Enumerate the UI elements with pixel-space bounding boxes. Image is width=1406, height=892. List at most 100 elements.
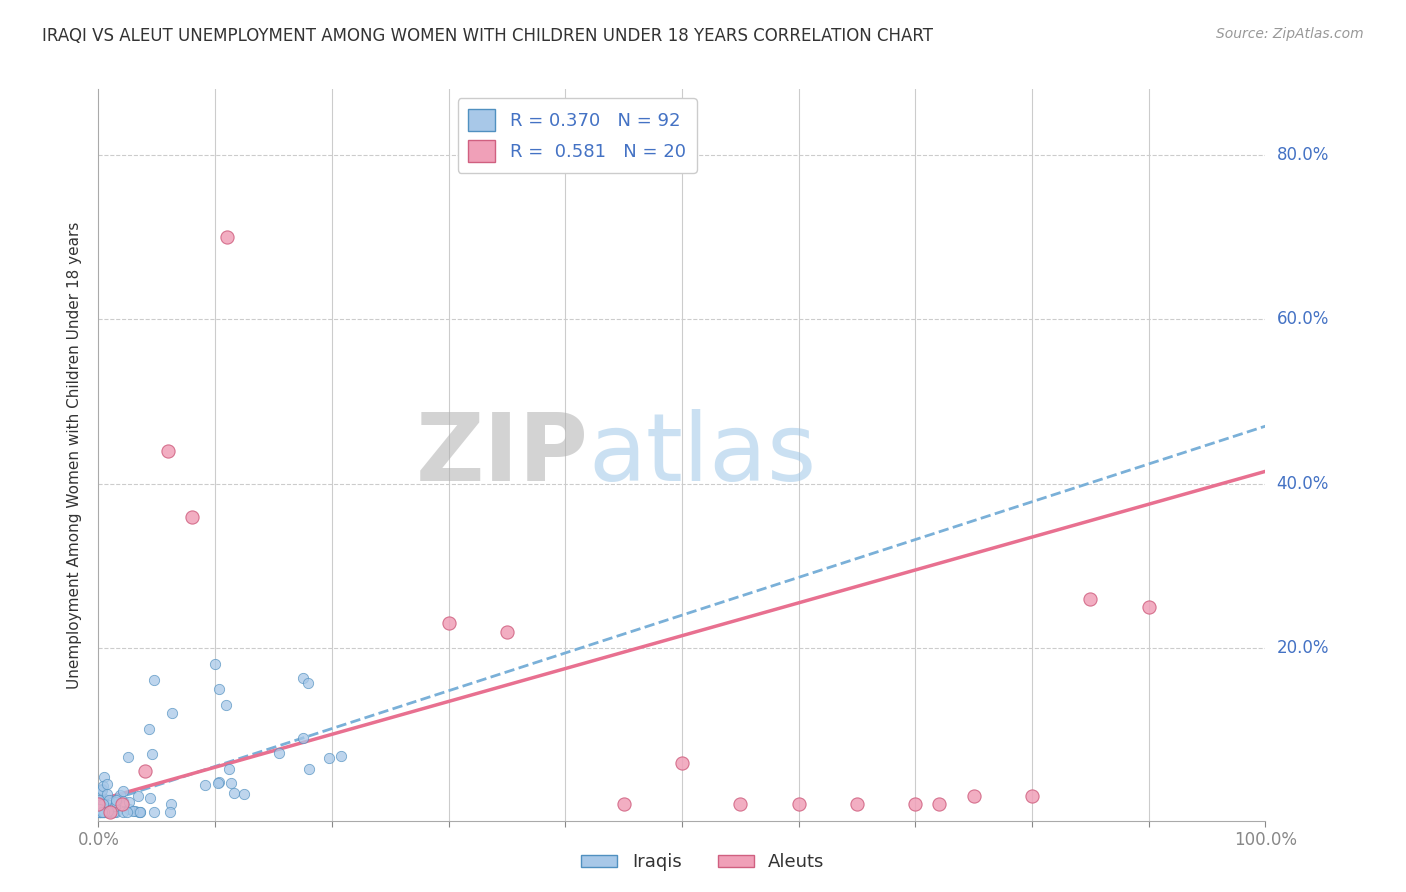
Point — [89, 805, 111, 820]
Point — [87, 805, 110, 820]
Point — [89, 805, 111, 820]
Text: 60.0%: 60.0% — [1277, 310, 1329, 328]
Point — [194, 778, 217, 792]
Point — [91, 805, 114, 820]
Point — [101, 801, 124, 815]
Point — [129, 805, 152, 820]
Point — [143, 805, 166, 820]
Text: 80.0%: 80.0% — [1277, 146, 1329, 164]
Point — [108, 788, 131, 802]
Point — [141, 747, 163, 761]
Point — [962, 789, 984, 803]
Point — [291, 671, 314, 685]
Point — [138, 723, 160, 737]
Point — [115, 805, 138, 820]
Point — [87, 792, 110, 806]
Point — [89, 805, 111, 820]
Point — [98, 805, 121, 820]
Point — [928, 797, 950, 812]
Point — [90, 805, 112, 820]
Point — [318, 751, 340, 765]
Point — [90, 802, 112, 816]
Point — [208, 775, 231, 789]
Point — [904, 797, 927, 812]
Point — [215, 230, 238, 244]
Point — [787, 797, 810, 812]
Point — [90, 799, 112, 814]
Point — [1080, 591, 1102, 606]
Legend: R = 0.370   N = 92, R =  0.581   N = 20: R = 0.370 N = 92, R = 0.581 N = 20 — [457, 98, 697, 173]
Text: IRAQI VS ALEUT UNEMPLOYMENT AMONG WOMEN WITH CHILDREN UNDER 18 YEARS CORRELATION: IRAQI VS ALEUT UNEMPLOYMENT AMONG WOMEN … — [42, 27, 934, 45]
Point — [103, 805, 125, 820]
Point — [91, 797, 114, 811]
Point — [118, 802, 141, 816]
Point — [159, 805, 181, 820]
Point — [93, 798, 115, 813]
Point — [329, 749, 352, 764]
Point — [87, 802, 110, 816]
Point — [91, 791, 114, 805]
Point — [207, 681, 229, 696]
Text: atlas: atlas — [589, 409, 817, 501]
Point — [671, 756, 693, 771]
Point — [128, 805, 150, 820]
Point — [91, 781, 114, 796]
Point — [96, 805, 118, 820]
Point — [138, 790, 160, 805]
Point — [90, 785, 112, 799]
Point — [93, 797, 115, 812]
Point — [98, 805, 121, 820]
Text: Source: ZipAtlas.com: Source: ZipAtlas.com — [1216, 27, 1364, 41]
Point — [159, 797, 181, 812]
Point — [118, 796, 141, 810]
Point — [87, 797, 110, 812]
Point — [1137, 599, 1160, 614]
Point — [143, 673, 166, 688]
Point — [292, 731, 315, 746]
Point — [91, 805, 114, 820]
Point — [90, 797, 112, 811]
Point — [91, 779, 114, 793]
Point — [91, 794, 114, 808]
Point — [222, 786, 245, 800]
Point — [613, 797, 636, 812]
Point — [97, 804, 120, 818]
Point — [221, 775, 243, 789]
Point — [96, 788, 118, 802]
Point — [104, 798, 127, 813]
Point — [90, 797, 112, 812]
Point — [107, 791, 129, 805]
Point — [87, 795, 110, 809]
Point — [124, 804, 146, 818]
Point — [90, 805, 112, 820]
Point — [162, 706, 184, 720]
Point — [846, 797, 869, 812]
Point — [98, 805, 121, 820]
Text: 40.0%: 40.0% — [1277, 475, 1329, 492]
Text: ZIP: ZIP — [416, 409, 589, 501]
Point — [215, 698, 238, 712]
Point — [112, 794, 135, 808]
Point — [128, 805, 150, 820]
Point — [96, 777, 118, 791]
Point — [157, 443, 180, 458]
Point — [180, 509, 202, 524]
Point — [94, 800, 117, 814]
Point — [127, 789, 149, 803]
Point — [112, 784, 135, 798]
Point — [87, 805, 110, 820]
Point — [496, 624, 519, 639]
Point — [93, 805, 115, 820]
Point — [297, 676, 319, 690]
Legend: Iraqis, Aleuts: Iraqis, Aleuts — [574, 847, 832, 879]
Point — [730, 797, 752, 812]
Point — [91, 783, 114, 797]
Point — [105, 793, 128, 807]
Point — [111, 797, 134, 812]
Point — [117, 749, 139, 764]
Point — [94, 805, 117, 820]
Point — [89, 805, 111, 820]
Point — [122, 804, 145, 818]
Y-axis label: Unemployment Among Women with Children Under 18 years: Unemployment Among Women with Children U… — [67, 221, 83, 689]
Point — [232, 787, 254, 801]
